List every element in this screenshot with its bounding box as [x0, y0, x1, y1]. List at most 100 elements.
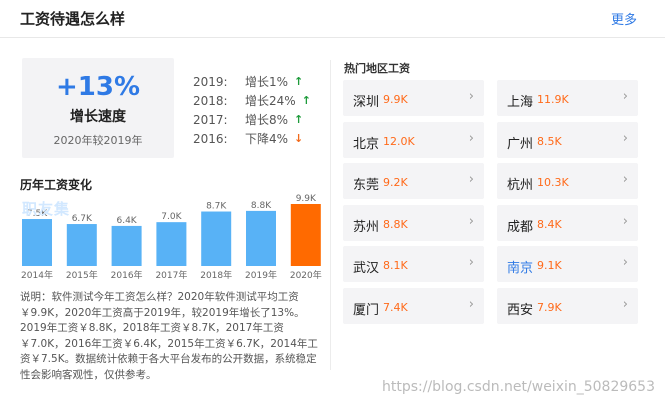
city-name: 杭州: [507, 178, 534, 193]
bar-value-label: 9.9K: [296, 194, 317, 204]
brand-watermark: 职友集: [22, 200, 71, 218]
x-tick-label: 2014年: [21, 269, 53, 281]
city-name: 深圳: [353, 95, 380, 110]
chevron-right-icon: ›: [622, 213, 628, 229]
chevron-right-icon: ›: [622, 172, 628, 187]
chevron-right-icon: ›: [468, 296, 474, 312]
salary-bar: [156, 222, 187, 266]
year-growth-row: 2018: 增长24% ↑: [193, 91, 311, 110]
growth-delta: 增长24%: [245, 94, 296, 108]
city-name: 东莞: [353, 178, 380, 193]
city-card[interactable]: 厦门 7.4K ›: [343, 287, 484, 324]
year-growth-row: 2017: 增长8% ↑: [193, 110, 311, 129]
x-tick-label: 2017年: [155, 269, 187, 281]
city-name: 厦门: [353, 302, 380, 318]
city-salary: 12.0K: [383, 134, 415, 148]
chevron-right-icon: ›: [622, 130, 628, 146]
city-name: 武汉: [353, 261, 380, 276]
salary-history-chart: 7.5K 2014年 6.7K 2015年 6.4K 2016年 7.0K 2017年 8.7K…: [21, 194, 322, 281]
city-salary: 10.3K: [537, 176, 569, 189]
city-card[interactable]: 武汉 8.1K ›: [343, 246, 484, 282]
growth-comparison: 2020年较2019年: [53, 134, 143, 147]
growth-label: 增长速度: [70, 109, 126, 125]
city-salary: 9.2K: [383, 176, 408, 189]
growth-delta: 增长1%: [245, 75, 289, 89]
salary-bar: [66, 224, 97, 266]
bar-value-label: 6.4K: [116, 216, 137, 226]
city-name: 北京: [353, 136, 380, 152]
bar-value-label: 7.5K: [27, 209, 48, 219]
chevron-right-icon: ›: [468, 89, 474, 104]
growth-card: +13% 增长速度 2020年较2019年: [22, 58, 174, 158]
city-salary: 11.9K: [537, 93, 569, 106]
city-card[interactable]: 成都 8.4K ›: [497, 204, 638, 241]
salary-bar: [111, 225, 142, 266]
arrow-up-icon: ↑: [294, 75, 304, 88]
city-salary: 8.8K: [383, 217, 408, 231]
bar-value-label: 6.7K: [72, 214, 93, 224]
year-growth-row: 2016: 下降4% ↓: [193, 129, 311, 148]
salary-bar: [22, 219, 52, 266]
city-salary: 8.4K: [537, 217, 562, 231]
city-salary: 9.1K: [537, 259, 562, 272]
arrow-up-icon: ↑: [294, 113, 304, 126]
year-label: 2017:: [193, 112, 228, 127]
year-label: 2019:: [193, 74, 228, 89]
bar-value-label: 7.0K: [161, 212, 182, 222]
chevron-right-icon: ›: [468, 255, 474, 270]
city-name: 西安: [507, 302, 534, 318]
x-tick-label: 2019年: [245, 269, 277, 281]
salary-bar: [290, 204, 321, 266]
city-salary: 9.9K: [383, 93, 408, 106]
city-name: 成都: [507, 219, 534, 235]
year-growth-row: 2019: 增长1% ↑: [193, 72, 311, 91]
salary-bar: [246, 210, 276, 266]
city-card[interactable]: 苏州 8.8K ›: [343, 204, 484, 241]
city-salary: 8.1K: [383, 259, 408, 272]
city-card[interactable]: 上海 11.9K ›: [497, 80, 638, 116]
city-card[interactable]: 东莞 9.2K ›: [343, 163, 484, 199]
city-salary: 7.9K: [537, 300, 562, 314]
city-name: 上海: [507, 95, 534, 110]
city-salary: 7.4K: [383, 300, 408, 314]
more-link[interactable]: 更多: [610, 13, 637, 28]
year-label: 2016:: [193, 131, 228, 146]
city-name: 广州: [507, 136, 534, 152]
x-tick-label: 2018年: [200, 269, 232, 281]
yearly-growth-list: 2019: 增长1% ↑ 2018: 增长24% ↑ 2017: 增长8% ↑ …: [193, 72, 311, 148]
city-name: 南京: [507, 261, 534, 276]
growth-delta: 增长8%: [245, 113, 289, 127]
year-label: 2018:: [193, 93, 228, 108]
bar-value-label: 8.7K: [206, 202, 227, 212]
site-watermark: https://blog.csdn.net/weixin_50829653: [381, 379, 655, 395]
arrow-up-icon: ↑: [301, 94, 311, 107]
chevron-right-icon: ›: [468, 130, 474, 146]
page-title: 工资待遇怎么样: [20, 10, 126, 28]
divider: [330, 60, 331, 370]
x-tick-label: 2020年: [290, 269, 322, 281]
x-tick-label: 2015年: [66, 269, 98, 281]
city-card[interactable]: 广州 8.5K ›: [497, 121, 638, 158]
chevron-right-icon: ›: [622, 296, 628, 312]
chevron-right-icon: ›: [468, 172, 474, 187]
city-salary: 8.5K: [537, 134, 562, 148]
city-card[interactable]: 杭州 10.3K ›: [497, 163, 638, 199]
growth-delta: 下降4%: [245, 132, 289, 146]
arrow-down-icon: ↓: [294, 132, 304, 145]
city-card[interactable]: 深圳 9.9K ›: [343, 80, 484, 116]
hot-areas-title: 热门地区工资: [344, 62, 410, 75]
salary-history-title: 历年工资变化: [20, 178, 93, 192]
chevron-right-icon: ›: [622, 255, 628, 270]
city-card[interactable]: 北京 12.0K ›: [343, 121, 484, 158]
x-tick-label: 2016年: [111, 269, 143, 281]
chevron-right-icon: ›: [622, 89, 628, 104]
city-name: 苏州: [353, 219, 380, 235]
bar-value-label: 8.8K: [251, 201, 272, 211]
salary-bar: [201, 211, 232, 266]
chevron-right-icon: ›: [468, 213, 474, 229]
header: 工资待遇怎么样 更多: [0, 0, 665, 38]
city-card[interactable]: 西安 7.9K ›: [497, 287, 638, 324]
growth-value: +13%: [55, 72, 141, 102]
salary-note: 说明：软件测试今年工资怎么样？2020年软件测试平均工资￥9.9K，2020年工…: [20, 291, 318, 381]
city-card[interactable]: 南京 9.1K ›: [497, 246, 638, 282]
